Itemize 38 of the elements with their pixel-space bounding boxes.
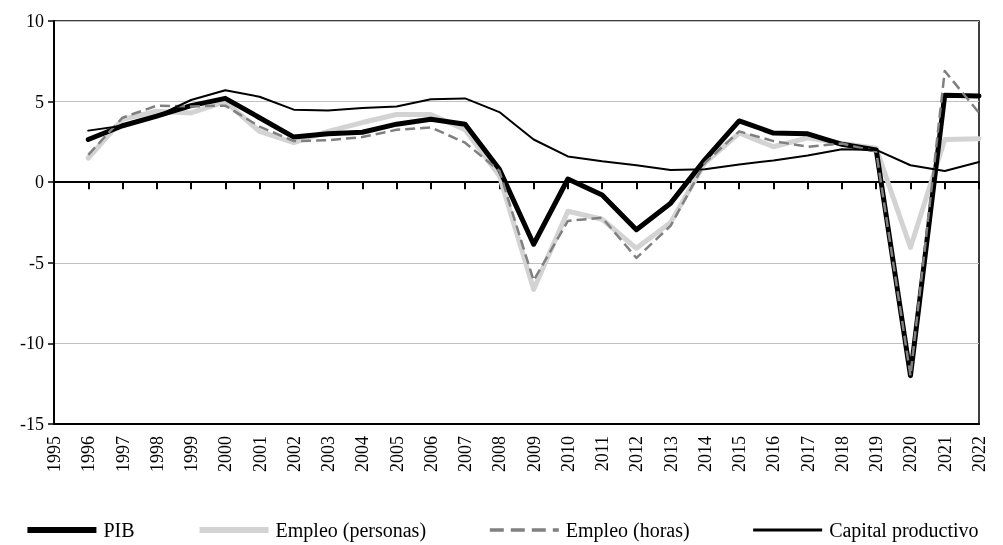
- x-tick-label: 2000: [215, 436, 236, 472]
- x-tick-label: 2012: [626, 436, 647, 472]
- legend-label: Empleo (personas): [275, 519, 427, 542]
- x-tick-label: 2009: [523, 436, 544, 472]
- y-tick-label: 5: [35, 91, 44, 112]
- x-tick-label: 2004: [352, 436, 373, 472]
- x-tick-label: 2016: [763, 436, 784, 472]
- x-tick-label: 2013: [660, 436, 681, 472]
- x-tick-label: 2017: [797, 436, 818, 472]
- x-tick-label: 1995: [44, 436, 64, 472]
- x-tick-label: 2021: [934, 436, 955, 472]
- y-tick-label: -15: [20, 414, 44, 434]
- x-tick-label: 2022: [969, 436, 989, 472]
- x-tick-label: 2011: [592, 436, 613, 472]
- x-tick-label: 2015: [729, 436, 750, 472]
- x-tick-label: 2020: [900, 436, 921, 472]
- x-tick-label: 2010: [557, 436, 578, 472]
- legend-label: PIB: [103, 519, 135, 541]
- x-tick-label: 1997: [112, 436, 133, 472]
- x-tick-label: 1999: [181, 436, 202, 472]
- x-tick-label: 2001: [249, 436, 270, 472]
- y-tick-label: -5: [29, 252, 44, 273]
- x-tick-label: 2008: [489, 436, 510, 472]
- x-tick-label: 1996: [78, 436, 99, 472]
- x-tick-label: 2018: [831, 436, 852, 472]
- x-tick-label: 2003: [318, 436, 339, 472]
- y-tick-label: 0: [35, 172, 44, 193]
- x-tick-label: 2007: [455, 436, 476, 472]
- x-tick-label: 2014: [694, 436, 715, 472]
- x-tick-label: 2006: [420, 436, 441, 472]
- y-tick-label: -10: [20, 333, 44, 354]
- x-tick-label: 1998: [146, 436, 167, 472]
- x-tick-label: 2005: [386, 436, 407, 472]
- x-tick-label: 2002: [283, 436, 304, 472]
- legend-label: Empleo (horas): [565, 519, 690, 542]
- y-tick-label: 10: [26, 11, 44, 31]
- x-tick-label: 2019: [866, 436, 887, 472]
- legend-label: Capital productivo: [829, 519, 979, 542]
